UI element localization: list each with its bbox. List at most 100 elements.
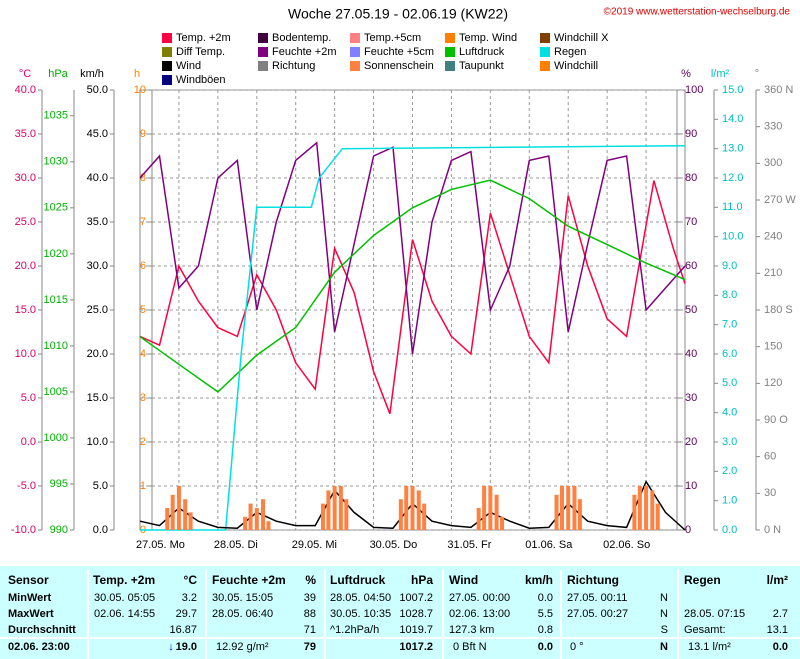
table-cell: 16.87 [169,624,197,636]
sun-bar [554,494,559,530]
table-cell: 0 Bft N [453,641,487,653]
table-cell: ^1.2hPa/h [330,624,379,636]
table-header: hPa [411,573,433,587]
sun-bar [632,494,637,530]
y-tick-label: 8 [140,172,146,184]
x-tick-label: 01.06. Sa [525,539,573,551]
legend-swatch [258,33,268,43]
y-tick-label: 0.0 [21,436,36,448]
y-tick-label: 9 [140,128,146,140]
y-tick-label: 5.0 [722,377,737,389]
y-tick-label: 270 W [764,194,796,206]
y-tick-label: 12.0 [722,172,743,184]
table-cell: 0 ° [570,641,584,653]
y-tick-label: 60 [764,451,776,463]
y-tick-label: 10.0 [87,436,108,448]
y-tick-label: 50.0 [87,84,108,96]
y-tick-label: 30.0 [15,172,36,184]
sun-bar [422,503,427,530]
y-tick-label: 30 [764,487,776,499]
y-tick-label: 150 [764,341,782,353]
y-tick-label: 0.0 [93,524,108,536]
trend-arrow: ↓ [168,641,174,653]
y-tick-label: 1010 [44,340,68,352]
table-cell: 13.1 [767,624,788,636]
table-cell: 02.06. 13:00 [449,608,510,620]
table-header: Wind [449,573,478,587]
legend-swatch [258,61,268,71]
series-line [140,144,686,531]
y-tick-label: 1020 [44,248,68,260]
legend-label: Temp.+5cm [364,32,421,44]
y-tick-label: 9.0 [722,260,737,272]
legend-swatch [258,47,268,57]
sun-bar [188,512,193,530]
y-tick-label: 1015 [44,294,68,306]
sun-bar [320,503,325,530]
axis-unit: % [681,68,691,80]
sun-bar [650,490,655,530]
y-tick-label: 240 [764,231,782,243]
sun-bar [183,499,188,530]
axis-unit: h [134,68,140,80]
legend-label: Feuchte +2m [272,46,337,58]
legend-swatch [350,33,360,43]
table-bg [0,566,800,659]
y-tick-label: 20 [685,436,697,448]
legend-label: Windchill [554,60,598,72]
y-tick-label: 35.0 [87,216,108,228]
table-cell: MaxWert [8,608,54,620]
table-header: Luftdruck [330,573,386,587]
table-cell: 27.05. 00:11 [567,592,627,604]
table-header: Richtung [567,573,619,587]
y-tick-label: 50 [685,304,697,316]
legend-swatch [445,33,455,43]
sun-bar [344,499,349,530]
y-tick-label: 90 O [764,414,788,426]
legend-swatch [162,61,172,71]
legend-label: Diff Temp. [176,46,225,58]
table-cell: 13.1 l/m² [688,641,731,653]
table-cell: Gesamt: [684,624,726,636]
y-tick-label: 1.0 [722,495,737,507]
legend-swatch [540,61,550,71]
y-tick-label: 15.0 [87,392,108,404]
table-cell: N [660,592,668,604]
table-cell: 30.05. 10:35 [330,608,391,620]
y-tick-label: 40.0 [87,172,108,184]
table-cell: 27.05. 00:00 [449,592,510,604]
legend-label: Regen [554,46,586,58]
table-header: Temp. +2m [93,573,155,587]
legend-swatch [162,75,172,85]
y-tick-label: 4 [140,348,146,360]
y-tick-label: 990 [50,524,68,536]
y-tick-label: 330 [764,121,782,133]
y-tick-label: 1005 [44,386,68,398]
sun-bar [410,486,415,530]
y-tick-label: 70 [685,216,697,228]
y-tick-label: 5.0 [21,392,36,404]
sun-bar [476,508,481,530]
y-tick-label: 25.0 [15,216,36,228]
legend-label: Luftdruck [459,46,505,58]
table-header: Feuchte +2m [212,573,286,587]
y-tick-label: 1030 [44,156,68,168]
sun-bar [266,521,271,530]
table-cell: Durchschnitt [8,624,76,636]
table-cell: S [661,624,668,636]
sun-bar [398,499,403,530]
axis-unit: l/m² [711,68,730,80]
legend-label: Taupunkt [459,60,504,72]
legend-swatch [445,61,455,71]
y-tick-label: 35.0 [15,128,36,140]
legend-label: Windböen [176,74,226,86]
y-tick-label: 7 [140,216,146,228]
sun-bar [566,486,571,530]
legend-swatch [350,47,360,57]
sun-bar [488,486,493,530]
y-tick-label: 20.0 [15,260,36,272]
y-tick-label: 5.0 [93,480,108,492]
legend-swatch [540,33,550,43]
table-cell: 88 [304,608,316,620]
table-separators [0,570,800,659]
